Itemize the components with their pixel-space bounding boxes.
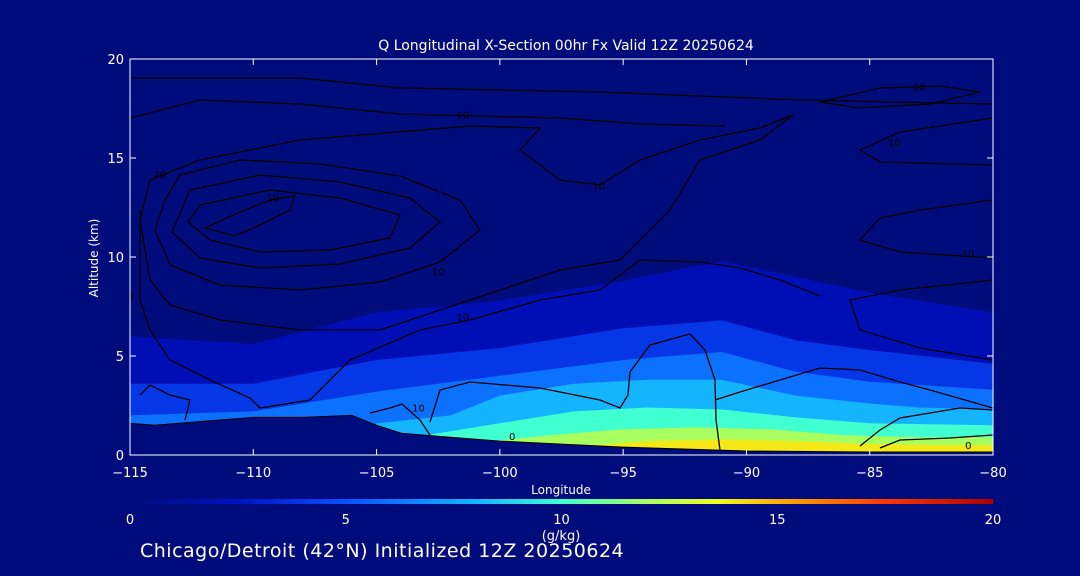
colorbar-tick-label: 10: [553, 513, 570, 528]
contour-label: 10: [457, 312, 470, 323]
contour-label: 10: [412, 403, 425, 414]
x-tick-label: −95: [609, 466, 636, 481]
contour-line: [171, 174, 442, 269]
colorbar: [130, 499, 993, 504]
contour-label: 0: [965, 441, 971, 452]
contour-label: 10: [592, 182, 605, 193]
contour-label: 10: [962, 249, 975, 260]
contour-line: [858, 199, 993, 259]
x-tick-label: −115: [112, 466, 148, 481]
x-tick-label: −90: [733, 466, 760, 481]
plot-area: 10 0 0 10 10 10 20 10 10 10 10 20 0: [127, 59, 993, 455]
contour-label: 10: [267, 194, 280, 205]
y-tick-label: 15: [107, 152, 124, 167]
y-tick-label: 5: [116, 350, 124, 365]
contour-label: 20: [153, 170, 166, 181]
contour-line: [130, 99, 726, 127]
x-tick-label: −85: [856, 466, 883, 481]
contour-label: 10: [888, 138, 901, 149]
x-axis: −115 −110 −105 −100 −95 −90 −85 −80: [112, 59, 1007, 481]
contour-label: 0: [509, 432, 515, 443]
contour-line: [369, 403, 431, 436]
footer-caption: Chicago/Detroit (42°N) Initialized 12Z 2…: [140, 540, 625, 562]
contour-label: 0: [127, 293, 133, 304]
colorbar-tick-label: 20: [985, 513, 1002, 528]
contour-label: 10: [457, 110, 470, 121]
colorbar-label: (g/kg): [542, 529, 581, 544]
terrain-surface: [130, 414, 993, 455]
contour-line: [858, 117, 993, 166]
x-tick-label: −100: [482, 466, 518, 481]
colorbar-tick-label: 0: [126, 513, 134, 528]
contour-line: [714, 367, 993, 409]
contour-labels: 10 0 0 10 10 10 20 10 10 10 10 20 0: [127, 83, 975, 452]
x-tick-label: −80: [979, 466, 1006, 481]
chart-title: Q Longitudinal X-Section 00hr Fx Valid 1…: [378, 38, 754, 54]
contour-line: [203, 195, 296, 237]
colorbar-tick-label: 5: [342, 513, 350, 528]
y-tick-label: 0: [116, 449, 124, 464]
colorbar-ticks: 0 5 10 15 20: [126, 513, 1001, 528]
contour-label: 10: [432, 267, 445, 278]
contour-line: [849, 279, 993, 361]
y-tick-label: 20: [107, 53, 124, 68]
contour-line: [819, 85, 981, 109]
contour-line: [879, 434, 993, 449]
y-axis: 0 5 10 15 20: [107, 53, 993, 464]
x-axis-label: Longitude: [531, 483, 591, 497]
contour-line: [130, 77, 993, 105]
x-tick-label: −105: [359, 466, 395, 481]
contour-line: [154, 159, 481, 291]
y-axis-label: Altitude (km): [87, 219, 101, 298]
contour-lines: [130, 77, 993, 451]
contour-line: [859, 407, 993, 447]
y-tick-label: 10: [107, 251, 124, 266]
colorbar-tick-label: 15: [769, 513, 786, 528]
contour-line: [139, 210, 821, 409]
contour-line: [429, 333, 721, 451]
x-tick-label: −110: [235, 466, 271, 481]
contour-line: [139, 384, 191, 421]
contour-line: [187, 189, 401, 253]
contour-label: 20: [913, 83, 926, 94]
